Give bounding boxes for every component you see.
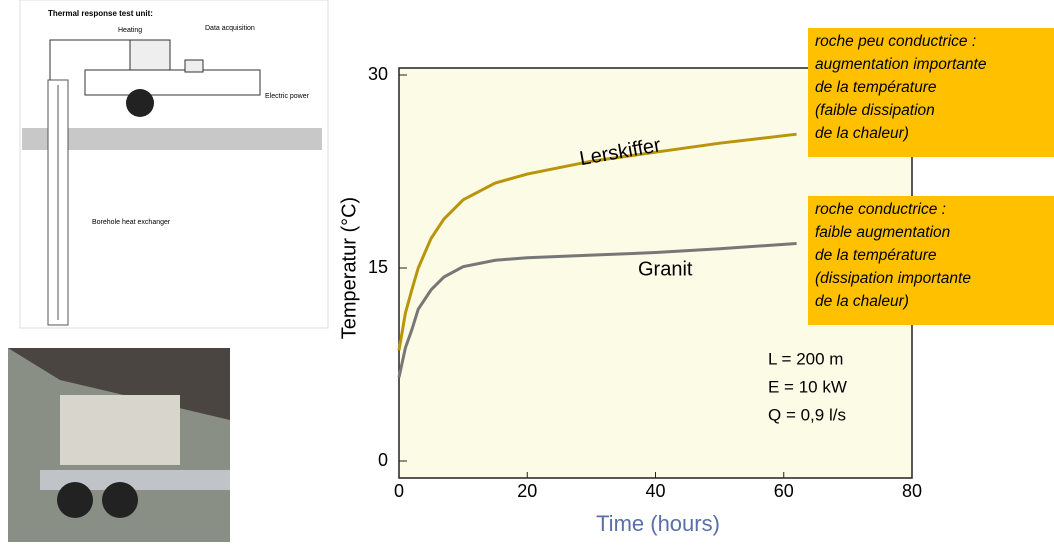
daq-box (184, 59, 204, 73)
diagram-frame (19, 0, 329, 329)
diagram-label: Data acquisition (205, 25, 255, 32)
diagram-title: Thermal response test unit: (48, 9, 153, 18)
annotation-text: faible augmentation (815, 224, 950, 241)
diagram-label: Heating (118, 27, 142, 34)
y-tick-label: 30 (368, 64, 388, 84)
ground (22, 128, 322, 150)
line-series (397, 242, 797, 378)
wheel (126, 89, 154, 117)
annotation-box (808, 196, 1054, 325)
annotation-text: de la chaleur) (815, 293, 909, 310)
x-tick-label: 40 (645, 481, 665, 501)
series-label: Granit (638, 258, 693, 280)
diagram: Thermal response test unit: Heating Data… (19, 0, 329, 329)
y-axis-title: Temperatur (°C) (338, 197, 360, 339)
photo-shape (57, 482, 93, 518)
annotation-text: augmentation importante (815, 56, 987, 73)
annotation-box (808, 28, 1054, 157)
photo-shape (60, 395, 180, 465)
x-tick-label: 20 (517, 481, 537, 501)
annotation-text: de la chaleur) (815, 125, 909, 142)
line-series (397, 132, 797, 351)
pipe (49, 39, 130, 80)
annotation-text: de la température (815, 79, 937, 96)
photo (8, 348, 230, 542)
x-tick-label: 80 (902, 481, 922, 501)
annotation-text: (dissipation importante (815, 270, 971, 287)
annotation-text: de la température (815, 247, 937, 264)
annotation-text: (faible dissipation (815, 102, 935, 119)
x-axis-title: Time (hours) (596, 511, 720, 536)
parameter: L = 200 m (768, 349, 843, 368)
diagram-label: Borehole heat exchanger (92, 219, 171, 226)
photo-shape (102, 482, 138, 518)
x-tick-label: 0 (394, 481, 404, 501)
y-tick-label: 15 (368, 257, 388, 277)
trailer (84, 69, 261, 96)
y-tick-label: 0 (378, 450, 388, 470)
heater-box (129, 39, 171, 71)
annotation-text: roche peu conductrice : (815, 33, 976, 50)
parameter: E = 10 kW (768, 377, 847, 396)
x-tick-label: 60 (774, 481, 794, 501)
diagram-label: Electric power (265, 93, 310, 100)
annotation-text: roche conductrice : (815, 201, 946, 218)
parameter: Q = 0,9 l/s (768, 405, 846, 424)
photo-shape (40, 470, 230, 490)
